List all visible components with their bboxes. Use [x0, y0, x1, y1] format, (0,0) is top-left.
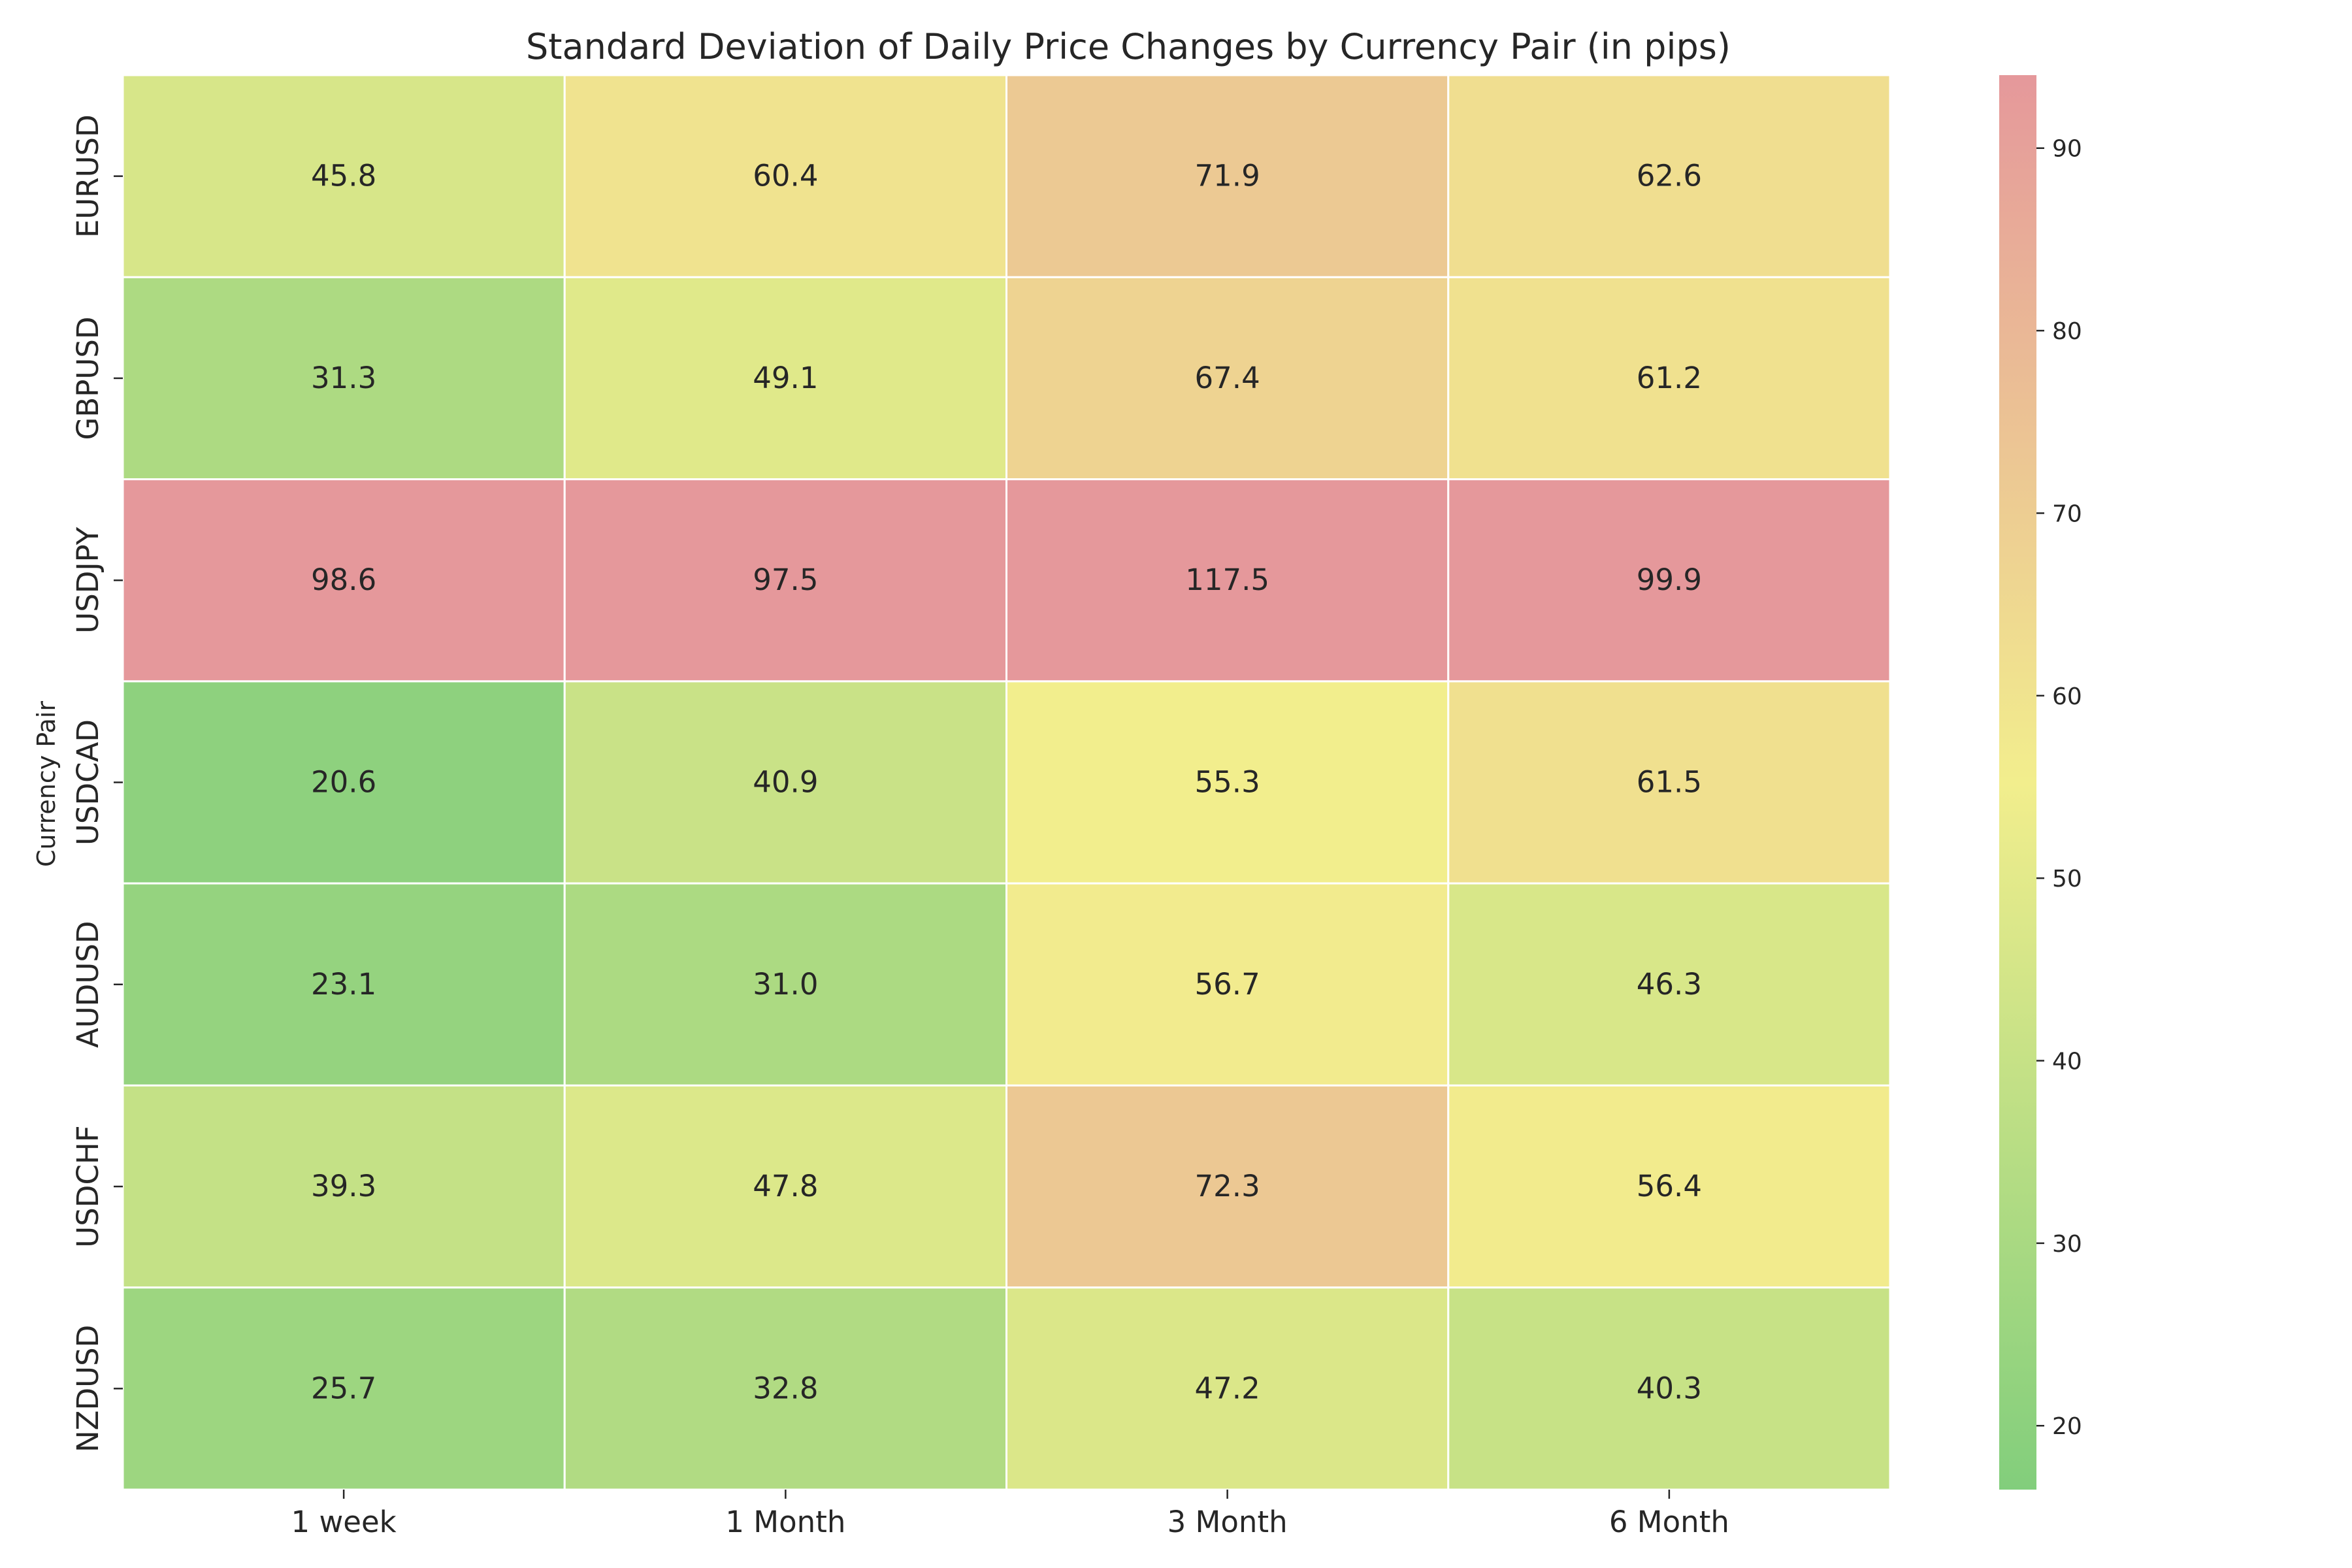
heatmap-cell: [563, 478, 1007, 683]
cell-value-label: 60.4: [753, 159, 818, 193]
cell-value-label: 56.7: [1195, 967, 1260, 1002]
heatmap-cells: 45.8 60.4 71.9 62.6 31.3 49.1 67.4 61.2 98.6 97.5…: [122, 74, 1891, 1491]
colorbar: 20 30 40 50 60 70 80 90: [1999, 75, 2082, 1490]
heatmap-cell: [122, 1286, 566, 1491]
cell-value-label: 39.3: [311, 1169, 376, 1203]
heatmap-cell: [563, 74, 1007, 278]
colorbar-tick-label: 20: [2052, 1413, 2082, 1440]
cell-value-label: 49.1: [753, 361, 818, 395]
heatmap-cell: [1005, 1286, 1450, 1491]
cell-value-label: 61.2: [1637, 361, 1702, 395]
colorbar-tick-label: 60: [2052, 683, 2082, 710]
heatmap-cell: [1005, 74, 1450, 278]
heatmap-cell: [563, 1084, 1007, 1289]
colorbar-ticks: 20 30 40 50 60 70 80 90: [2036, 136, 2082, 1440]
heatmap-cell: [563, 276, 1007, 481]
cell-value-label: 47.2: [1195, 1371, 1260, 1405]
cell-value-label: 117.5: [1185, 563, 1269, 597]
x-tick-label: 1 week: [291, 1505, 397, 1539]
cell-value-label: 47.8: [753, 1169, 818, 1203]
heatmap-cell: [1447, 882, 1891, 1086]
heatmap-cell: [122, 276, 566, 481]
heatmap-cell: [122, 680, 566, 885]
heatmap-cell: [122, 74, 566, 278]
cell-value-label: 31.0: [753, 967, 818, 1002]
heatmap-cell: [1447, 1286, 1891, 1491]
colorbar-tick-label: 30: [2052, 1231, 2082, 1258]
y-tick-label: AUDUSD: [71, 921, 105, 1049]
colorbar-tick-label: 70: [2052, 500, 2082, 527]
y-tick-label: EURUSD: [71, 114, 105, 238]
heatmap-cell: [1005, 680, 1450, 885]
y-axis: EURUSD GBPUSD USDJPY USDCAD AUDUSD USDCHF NZDU…: [71, 114, 123, 1452]
y-axis-label: Currency Pair: [32, 701, 61, 867]
heatmap-cell: [563, 882, 1007, 1086]
heatmap-cell: [122, 1084, 566, 1289]
y-tick-label: NZDUSD: [71, 1325, 105, 1452]
colorbar-tick-label: 80: [2052, 318, 2082, 345]
y-tick-label: GBPUSD: [71, 316, 105, 440]
cell-value-label: 32.8: [753, 1371, 818, 1405]
x-tick-label: 6 Month: [1609, 1505, 1729, 1539]
heatmap-cell: [1447, 478, 1891, 683]
heatmap-cell: [1447, 276, 1891, 481]
cell-value-label: 45.8: [311, 159, 376, 193]
heatmap-cell: [563, 680, 1007, 885]
cell-value-label: 25.7: [311, 1371, 376, 1405]
heatmap-cell: [1447, 680, 1891, 885]
cell-value-label: 56.4: [1637, 1169, 1702, 1203]
colorbar-gradient: [1999, 75, 2036, 1490]
heatmap-cell: [1447, 74, 1891, 278]
x-tick-label: 1 Month: [725, 1505, 845, 1539]
x-axis: 1 week 1 Month 3 Month 6 Month: [291, 1490, 1729, 1539]
colorbar-tick-label: 90: [2052, 136, 2082, 163]
cell-value-label: 72.3: [1195, 1169, 1260, 1203]
cell-value-label: 46.3: [1637, 967, 1702, 1002]
cell-value-label: 99.9: [1637, 563, 1702, 597]
cell-value-label: 61.5: [1637, 765, 1702, 800]
heatmap-cell: [122, 882, 566, 1086]
x-tick-label: 3 Month: [1168, 1505, 1288, 1539]
cell-value-label: 31.3: [311, 361, 376, 395]
cell-value-label: 97.5: [753, 563, 818, 597]
heatmap-cell: [1005, 882, 1450, 1086]
cell-value-label: 67.4: [1195, 361, 1260, 395]
cell-value-label: 62.6: [1637, 159, 1702, 193]
cell-value-label: 40.9: [753, 765, 818, 800]
cell-value-label: 23.1: [311, 967, 376, 1002]
heatmap-cell: [1005, 1084, 1450, 1289]
colorbar-tick-label: 50: [2052, 866, 2082, 892]
cell-value-label: 55.3: [1195, 765, 1260, 800]
chart-title: Standard Deviation of Daily Price Change…: [526, 26, 1731, 67]
colorbar-tick-label: 40: [2052, 1049, 2082, 1075]
y-tick-label: USDCAD: [71, 719, 105, 845]
cell-value-label: 98.6: [311, 563, 376, 597]
cell-value-label: 71.9: [1195, 159, 1260, 193]
y-tick-label: USDJPY: [71, 527, 105, 634]
heatmap-cell: [1447, 1084, 1891, 1289]
cell-value-label: 40.3: [1637, 1371, 1702, 1405]
y-tick-label: USDCHF: [71, 1125, 105, 1247]
cell-value-label: 20.6: [311, 765, 376, 800]
